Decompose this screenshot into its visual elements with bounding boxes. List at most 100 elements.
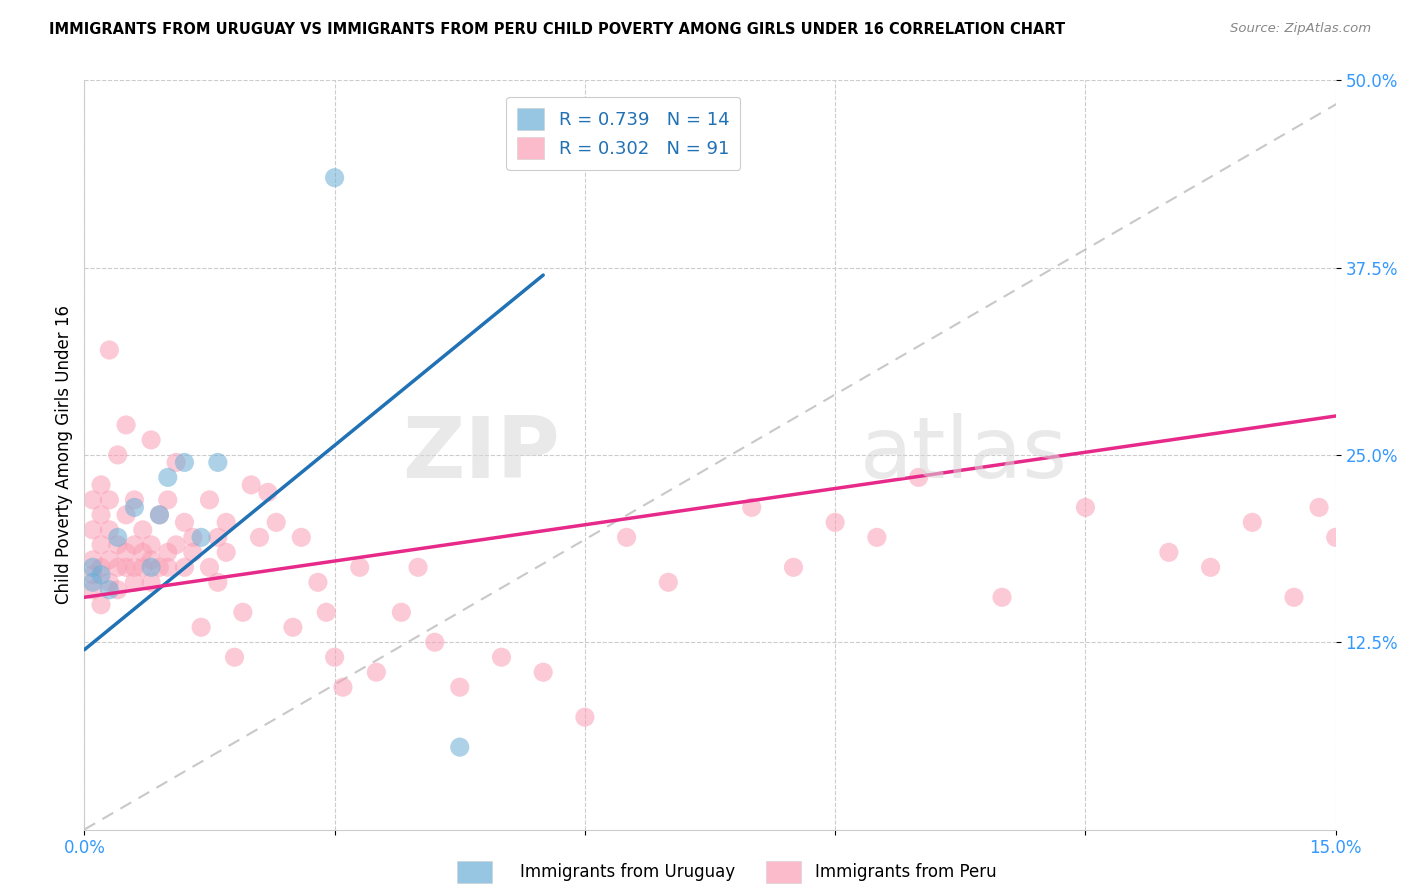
Point bbox=[139, 538, 162, 552]
Point bbox=[156, 492, 179, 507]
Point bbox=[124, 492, 146, 507]
Point bbox=[207, 530, 229, 544]
Point bbox=[173, 560, 195, 574]
Point bbox=[90, 508, 112, 522]
Point bbox=[991, 591, 1014, 605]
Point bbox=[165, 538, 187, 552]
Point bbox=[90, 538, 112, 552]
Point bbox=[156, 560, 179, 574]
Point bbox=[148, 508, 170, 522]
Point bbox=[307, 575, 329, 590]
Point bbox=[207, 575, 229, 590]
Point bbox=[866, 530, 889, 544]
Point bbox=[207, 455, 229, 469]
Point bbox=[1199, 560, 1222, 574]
Point bbox=[124, 500, 146, 515]
Point bbox=[449, 740, 471, 755]
Point bbox=[1367, 516, 1389, 530]
Point bbox=[156, 545, 179, 559]
Point bbox=[82, 492, 104, 507]
Point bbox=[124, 538, 146, 552]
Point bbox=[132, 523, 155, 537]
Point bbox=[107, 560, 129, 574]
Point bbox=[115, 560, 138, 574]
Point bbox=[132, 545, 155, 559]
Point bbox=[173, 516, 195, 530]
Point bbox=[139, 433, 162, 447]
Point bbox=[257, 485, 280, 500]
Point bbox=[107, 448, 129, 462]
Point bbox=[124, 560, 146, 574]
Text: Immigrants from Peru: Immigrants from Peru bbox=[815, 863, 997, 881]
Point bbox=[406, 560, 429, 574]
Point bbox=[82, 523, 104, 537]
Point bbox=[349, 560, 371, 574]
Point bbox=[90, 598, 112, 612]
Point bbox=[531, 665, 554, 680]
Text: atlas: atlas bbox=[860, 413, 1069, 497]
Point bbox=[491, 650, 513, 665]
Point bbox=[198, 492, 221, 507]
Text: IMMIGRANTS FROM URUGUAY VS IMMIGRANTS FROM PERU CHILD POVERTY AMONG GIRLS UNDER : IMMIGRANTS FROM URUGUAY VS IMMIGRANTS FR… bbox=[49, 22, 1066, 37]
Point bbox=[1282, 591, 1305, 605]
Point bbox=[657, 575, 679, 590]
Point bbox=[115, 545, 138, 559]
Point bbox=[616, 530, 638, 544]
Text: Source: ZipAtlas.com: Source: ZipAtlas.com bbox=[1230, 22, 1371, 36]
Y-axis label: Child Poverty Among Girls Under 16: Child Poverty Among Girls Under 16 bbox=[55, 305, 73, 605]
Point bbox=[224, 650, 246, 665]
Point bbox=[82, 560, 104, 574]
Point bbox=[1391, 500, 1406, 515]
Point bbox=[98, 553, 121, 567]
Point bbox=[215, 545, 238, 559]
Legend: R = 0.739   N = 14, R = 0.302   N = 91: R = 0.739 N = 14, R = 0.302 N = 91 bbox=[506, 97, 740, 169]
Point bbox=[907, 470, 929, 484]
Point bbox=[190, 530, 212, 544]
Point bbox=[98, 582, 121, 597]
Point bbox=[124, 575, 146, 590]
Point bbox=[232, 605, 254, 619]
Point bbox=[82, 582, 104, 597]
Point bbox=[741, 500, 763, 515]
Point bbox=[115, 417, 138, 432]
Point bbox=[82, 553, 104, 567]
Point bbox=[90, 560, 112, 574]
Point bbox=[1157, 545, 1180, 559]
Point bbox=[181, 530, 204, 544]
Point bbox=[1324, 530, 1347, 544]
Point bbox=[423, 635, 446, 649]
Point bbox=[449, 680, 471, 694]
Point bbox=[98, 575, 121, 590]
Point bbox=[98, 523, 121, 537]
Point bbox=[315, 605, 337, 619]
Point bbox=[264, 516, 287, 530]
Point bbox=[290, 530, 312, 544]
Point bbox=[323, 170, 346, 185]
Point bbox=[139, 560, 162, 574]
Point bbox=[332, 680, 354, 694]
Point bbox=[98, 343, 121, 357]
Point bbox=[240, 478, 263, 492]
Point bbox=[90, 478, 112, 492]
Point bbox=[132, 560, 155, 574]
Point bbox=[107, 538, 129, 552]
Point bbox=[181, 545, 204, 559]
Point bbox=[249, 530, 271, 544]
Point bbox=[82, 567, 104, 582]
Point bbox=[782, 560, 804, 574]
Point bbox=[1074, 500, 1097, 515]
Point bbox=[1341, 500, 1364, 515]
Point bbox=[82, 575, 104, 590]
Point bbox=[107, 530, 129, 544]
Point bbox=[139, 575, 162, 590]
Point bbox=[389, 605, 412, 619]
Point bbox=[173, 455, 195, 469]
Point bbox=[107, 582, 129, 597]
Point bbox=[190, 620, 212, 634]
Point bbox=[139, 553, 162, 567]
Point bbox=[824, 516, 846, 530]
Point bbox=[115, 508, 138, 522]
Point bbox=[1241, 516, 1264, 530]
Point bbox=[165, 455, 187, 469]
Point bbox=[1308, 500, 1330, 515]
